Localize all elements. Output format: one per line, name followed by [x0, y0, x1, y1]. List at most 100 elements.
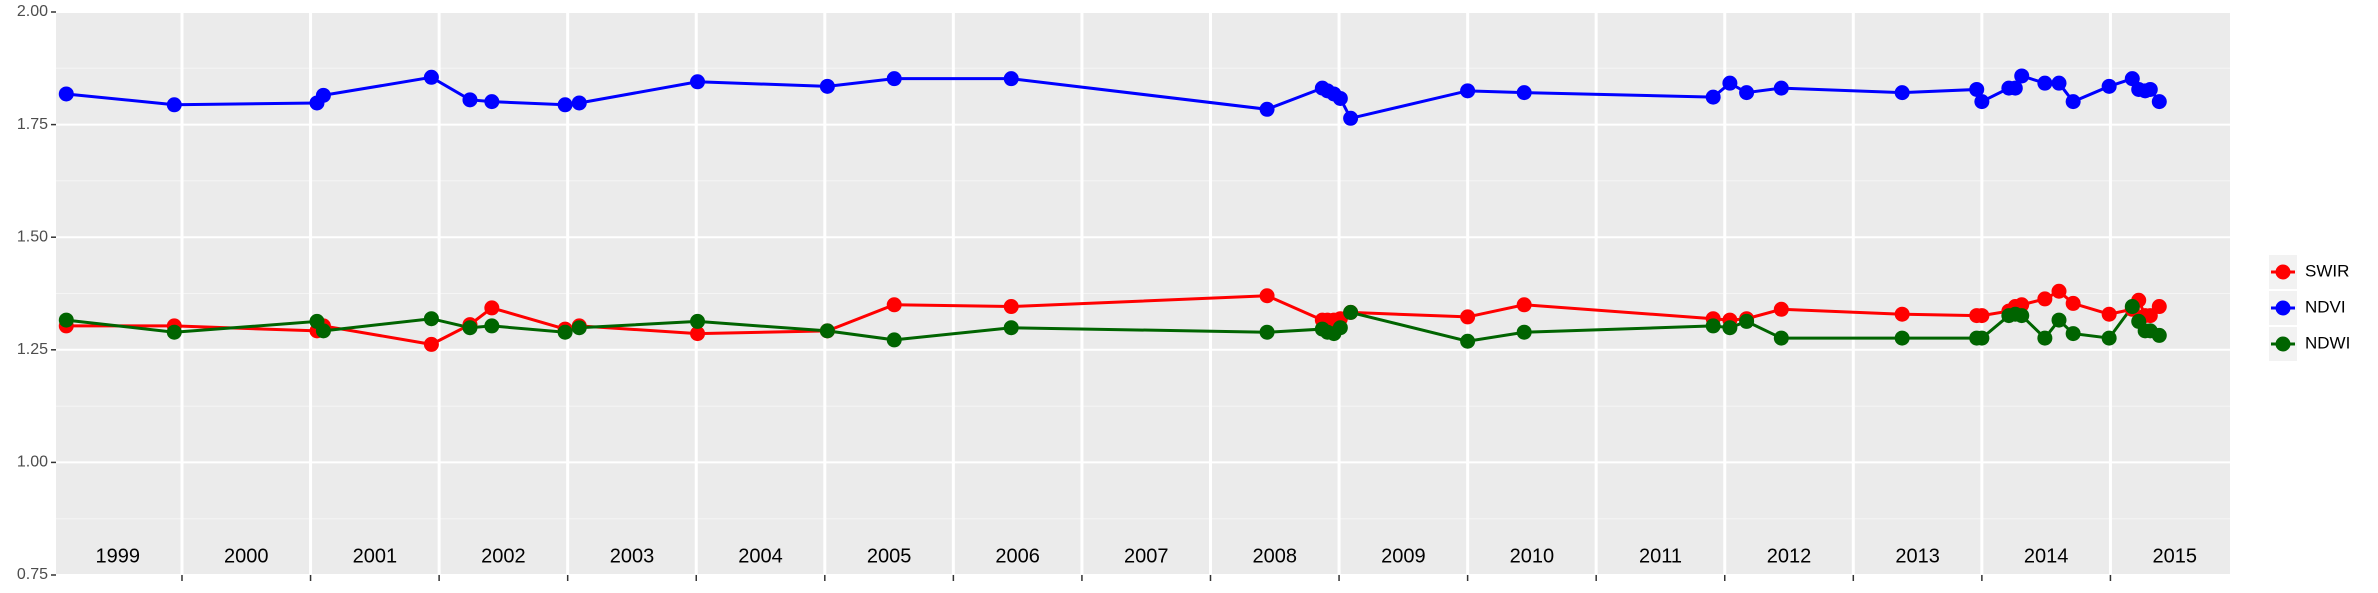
data-point [1460, 309, 1476, 325]
data-point [1969, 81, 1985, 97]
data-point [58, 312, 74, 328]
year-label: 2004 [738, 545, 783, 567]
data-point [2037, 291, 2053, 307]
data-point [1259, 324, 1275, 340]
year-label: 2002 [481, 545, 526, 567]
year-label: 2000 [224, 545, 269, 567]
data-point [484, 94, 500, 110]
legend-label: SWIR [2305, 261, 2349, 280]
data-point [886, 332, 902, 348]
year-label: 1999 [95, 545, 140, 567]
data-point [2151, 327, 2167, 343]
data-point [1722, 320, 1738, 336]
data-point [166, 324, 182, 340]
legend-label: NDVI [2305, 297, 2346, 316]
data-point [2124, 71, 2140, 87]
data-point [1739, 85, 1755, 101]
data-point [1894, 306, 1910, 322]
year-label: 2010 [1510, 545, 1555, 567]
year-label: 2014 [2024, 545, 2069, 567]
data-point [1259, 288, 1275, 304]
data-point [690, 74, 706, 90]
data-point [571, 320, 587, 336]
y-tick-label: 1.75 [17, 116, 48, 133]
data-point [557, 97, 573, 113]
data-point [1773, 80, 1789, 96]
data-point [1516, 324, 1532, 340]
series-line [66, 303, 2160, 343]
series-line [66, 289, 2161, 346]
data-point [557, 324, 573, 340]
year-label: 2003 [610, 545, 655, 567]
year-label: 2008 [1253, 545, 1298, 567]
data-point [2051, 312, 2067, 328]
data-point [2101, 330, 2117, 346]
data-point [1974, 94, 1990, 110]
data-point [1003, 299, 1019, 315]
data-point [166, 97, 182, 113]
data-point [2014, 68, 2030, 84]
data-point [2065, 295, 2081, 311]
data-point [1974, 308, 1990, 324]
data-point [886, 71, 902, 87]
legend-key-point [2275, 264, 2291, 280]
y-tick-label: 1.25 [17, 341, 48, 358]
data-point [571, 95, 587, 111]
data-point [2065, 94, 2081, 110]
data-point [2101, 306, 2117, 322]
year-label: 2015 [2152, 545, 2197, 567]
y-tick-label: 0.75 [17, 566, 48, 583]
data-point [2007, 80, 2023, 96]
data-point [1894, 85, 1910, 101]
data-point [315, 323, 331, 339]
data-point [1516, 85, 1532, 101]
data-point [2051, 75, 2067, 91]
year-label: 2009 [1381, 545, 1426, 567]
legend-key-point [2275, 336, 2291, 352]
data-point [423, 69, 439, 85]
data-point [2101, 78, 2117, 94]
data-point [1722, 75, 1738, 91]
y-tick-label: 2.00 [17, 3, 48, 20]
data-point [462, 92, 478, 108]
legend-label: NDWI [2305, 333, 2350, 352]
year-label: 2005 [867, 545, 912, 567]
data-point [1343, 304, 1359, 320]
data-point [2151, 94, 2167, 110]
data-point [819, 323, 835, 339]
year-label: 2013 [1895, 545, 1940, 567]
data-point [2151, 299, 2167, 315]
data-point [1003, 320, 1019, 336]
data-point [2124, 299, 2140, 315]
data-point [58, 86, 74, 102]
data-point [2014, 308, 2030, 324]
data-point [1460, 83, 1476, 99]
data-point [484, 318, 500, 334]
data-point [1332, 90, 1348, 106]
data-point [2051, 283, 2067, 299]
year-label: 2006 [995, 545, 1040, 567]
data-point [1974, 330, 1990, 346]
data-point [1259, 101, 1275, 117]
data-point [423, 336, 439, 352]
data-point [1516, 297, 1532, 313]
data-point [484, 300, 500, 316]
data-point [1003, 71, 1019, 87]
data-point [1343, 110, 1359, 126]
data-point [462, 320, 478, 336]
data-point [1894, 330, 1910, 346]
data-point [1773, 301, 1789, 317]
data-point [2037, 330, 2053, 346]
year-label: 2001 [353, 545, 398, 567]
data-point [315, 87, 331, 103]
data-point [1739, 313, 1755, 329]
year-label: 2007 [1124, 545, 1169, 567]
data-point [2065, 326, 2081, 342]
data-point [690, 313, 706, 329]
data-point [690, 326, 706, 342]
year-label: 2012 [1767, 545, 1812, 567]
data-point [886, 297, 902, 313]
series-line [66, 74, 2161, 121]
